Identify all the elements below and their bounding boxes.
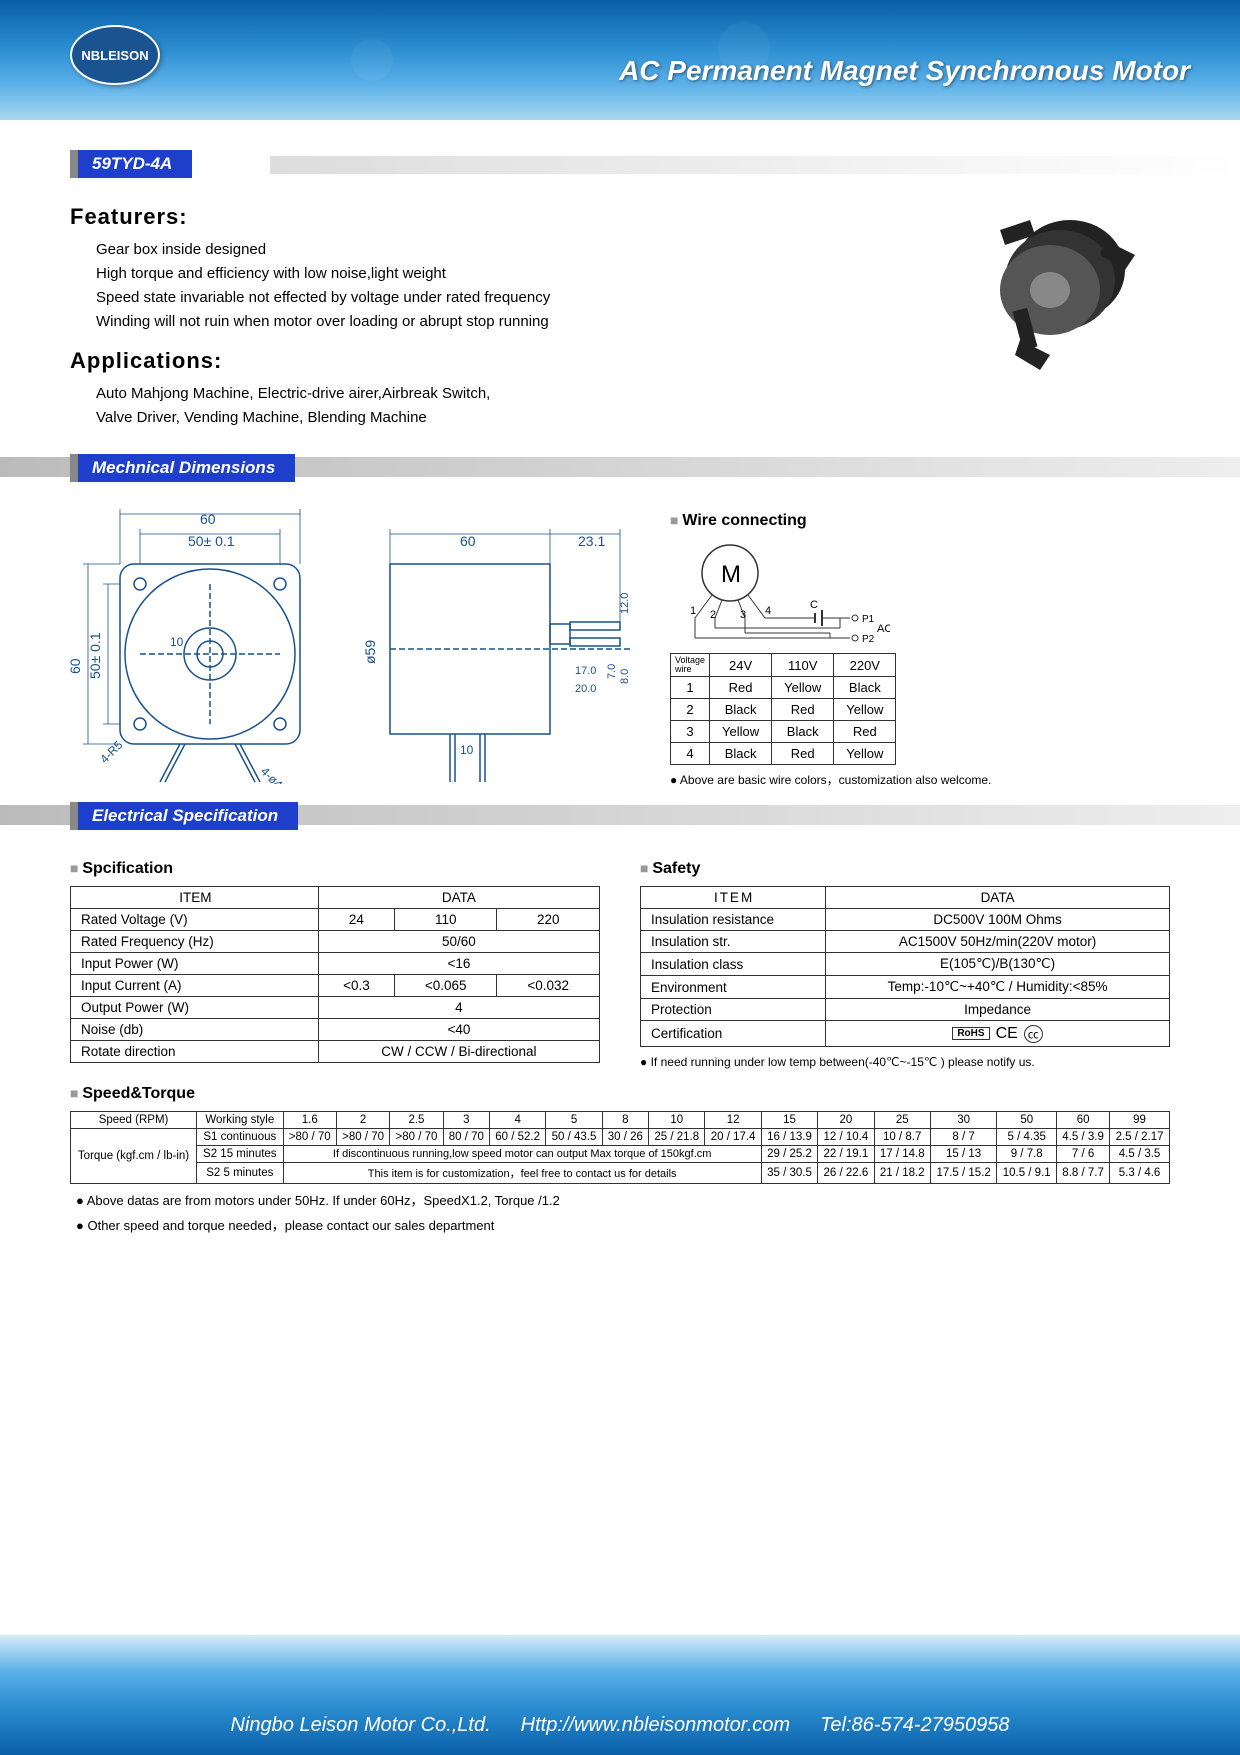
svg-text:60: 60	[200, 511, 216, 527]
svg-text:10: 10	[460, 743, 474, 757]
svg-text:50± 0.1: 50± 0.1	[188, 533, 235, 549]
side-view-drawing: 60 23.1 ø59 17.0 20.0 12.0 7.0 8.0 10	[360, 504, 640, 784]
speed-torque-table: Speed (RPM) Working style 1.622.53458101…	[70, 1111, 1170, 1184]
product-photo	[960, 180, 1160, 380]
application-item: Valve Driver, Vending Machine, Blending …	[96, 406, 1170, 430]
svg-text:AC: AC	[877, 623, 890, 635]
svg-text:20.0: 20.0	[575, 683, 596, 695]
svg-text:M: M	[721, 561, 741, 588]
svg-text:60: 60	[70, 658, 83, 674]
svg-text:7.0: 7.0	[606, 664, 618, 679]
safety-table: ITEMDATA Insulation resistanceDC500V 100…	[640, 886, 1170, 1047]
tag-accent	[270, 156, 1240, 174]
svg-text:4: 4	[765, 605, 771, 617]
mech-dim-heading: Mechnical Dimensions	[70, 454, 295, 482]
svg-text:1: 1	[690, 605, 696, 617]
safety-note: If need running under low temp between(-…	[640, 1055, 1170, 1069]
page-title: AC Permanent Magnet Synchronous Motor	[619, 55, 1190, 87]
front-view-drawing: 60 50± 0.1 60 50± 0.1 10 4-R5 4-ø4.5	[70, 504, 330, 784]
footer-tel: Tel:86-574-27950958	[820, 1714, 1009, 1737]
svg-text:P1: P1	[862, 614, 875, 625]
svg-text:17.0: 17.0	[575, 665, 596, 677]
header-banner: NBLEISON AC Permanent Magnet Synchronous…	[0, 0, 1240, 120]
elec-spec-heading: Electrical Specification	[70, 802, 298, 830]
svg-text:4-ø4.5: 4-ø4.5	[258, 764, 293, 784]
cert-icons: RoHS CE ㏄	[952, 1025, 1042, 1043]
application-item: Auto Mahjong Machine, Electric-drive air…	[96, 382, 1170, 406]
svg-text:P2: P2	[862, 634, 875, 645]
svg-text:ø59: ø59	[362, 640, 378, 664]
footer-url: Http://www.nbleisonmotor.com	[521, 1714, 790, 1737]
applications-list: Auto Mahjong Machine, Electric-drive air…	[96, 382, 1170, 430]
spec-sub: Spcification	[70, 860, 600, 878]
svg-text:C: C	[810, 599, 818, 611]
svg-text:8.0: 8.0	[619, 669, 631, 684]
spec-table: ITEMDATA Rated Voltage (V)24110220 Rated…	[70, 886, 600, 1063]
footer-banner: Ningbo Leison Motor Co.,Ltd. Http://www.…	[0, 1635, 1240, 1755]
svg-text:10: 10	[170, 635, 184, 649]
svg-text:12.0: 12.0	[619, 593, 631, 614]
torque-note: Above datas are from motors under 50Hz. …	[76, 1190, 1170, 1209]
wire-table: Voltagewire 24V110V220V 1RedYellowBlack …	[670, 653, 896, 765]
torque-note: Other speed and torque needed，please con…	[76, 1215, 1170, 1234]
brand-logo: NBLEISON	[70, 25, 160, 85]
wire-heading: Wire connecting	[670, 512, 1170, 530]
wire-note: Above are basic wire colors，customizatio…	[670, 771, 1170, 788]
svg-text:50± 0.1: 50± 0.1	[87, 632, 103, 679]
svg-text:60: 60	[460, 533, 476, 549]
speed-torque-sub: Speed&Torque	[70, 1085, 1170, 1103]
svg-text:23.1: 23.1	[578, 533, 605, 549]
safety-sub: Safety	[640, 860, 1170, 878]
svg-text:4-R5: 4-R5	[97, 738, 126, 767]
model-tag: 59TYD-4A	[70, 150, 192, 178]
footer-company: Ningbo Leison Motor Co.,Ltd.	[231, 1714, 491, 1737]
wire-diagram: M 1 2 3 4 C P1 P2 AC	[670, 538, 890, 648]
